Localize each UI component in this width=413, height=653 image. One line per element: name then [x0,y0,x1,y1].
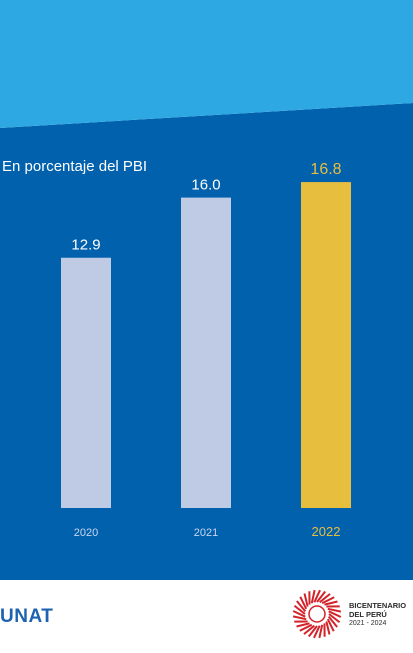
value-label-2022: 16.8 [310,161,341,178]
bar-2020 [61,257,111,508]
bicentenario-seal-icon [292,589,342,639]
seal-ray [310,589,316,604]
bar-group: 12.9 2020 16.0 2021 16.8 2022 [61,161,351,539]
seal-ray [318,624,324,639]
bicentenario-label: BICENTENARIO DEL PERÚ 2021 - 2024 [349,601,406,628]
bicentenario-line2: DEL PERÚ [349,610,387,619]
seal-ray [325,621,331,635]
category-label-2020: 2020 [74,527,98,539]
seal-ray [321,596,335,605]
seal-ray [303,593,309,607]
seal-ray [327,607,342,613]
seal-ray [296,600,307,612]
seal-ray [313,589,321,603]
category-label-2021: 2021 [194,527,218,539]
top-band [0,0,413,128]
seal-ray [324,600,338,606]
bar-2021 [181,197,231,508]
category-label-2022: 2022 [312,524,341,539]
bicentenario-years: 2021 - 2024 [349,620,387,627]
seal-ray [328,610,342,618]
seal-ray [326,618,335,632]
seal-ray [299,623,313,632]
seal-ray [316,590,327,603]
value-label-2021: 16.0 [191,177,220,194]
seal-ray [299,596,308,610]
seal-ray [327,616,338,628]
chart-subtitle: En porcentaje del PBI [2,158,148,175]
seal-ray [303,624,315,635]
seal-ray [296,622,310,628]
seal-ray [292,610,306,618]
sunat-logo: UNAT [0,606,54,627]
seal-ray [313,625,321,639]
seal-ray [292,615,307,621]
value-label-2020: 12.9 [71,237,100,254]
seal-ray [293,604,306,615]
seal-ray [319,593,331,604]
seal-ray [307,625,318,638]
seal-ray [328,613,341,624]
bar-2022 [301,182,351,508]
bicentenario-line1: BICENTENARIO [349,601,407,610]
